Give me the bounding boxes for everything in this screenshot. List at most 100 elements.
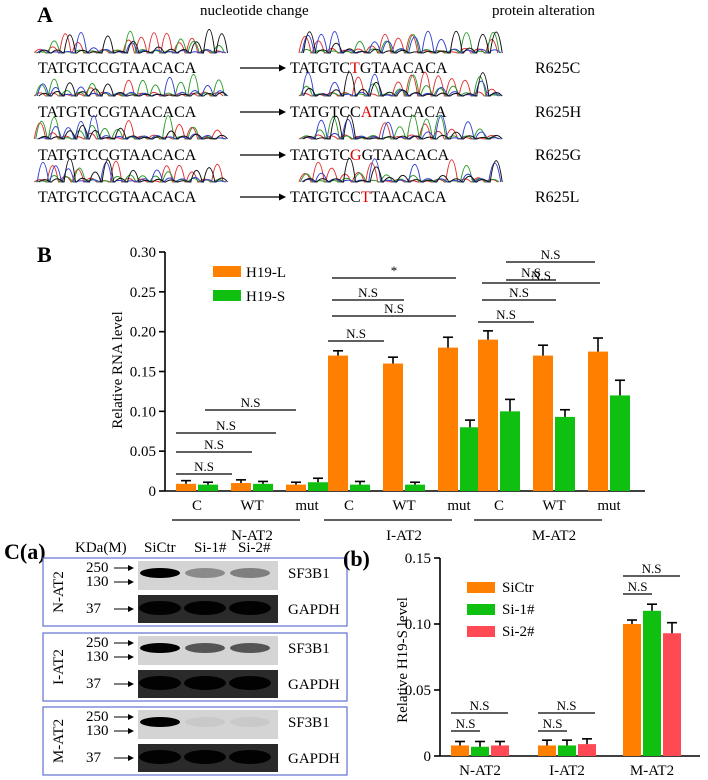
marker-arrowhead [128, 755, 134, 761]
sig-label: N.S [194, 459, 214, 474]
band [230, 568, 270, 578]
bar [460, 427, 480, 491]
blot-frame [42, 557, 348, 627]
band-label: SF3B1 [288, 641, 330, 657]
protein-change: R625C [535, 60, 580, 77]
bar [491, 745, 509, 756]
trace-line [33, 120, 224, 140]
blot-row-label: M-AT2 [51, 719, 67, 763]
y-axis-label: Relative H19-S level [395, 597, 411, 723]
y-tick-label: 0.15 [130, 365, 156, 381]
sig-label: N.S [521, 265, 541, 280]
protein-change: R625L [535, 189, 579, 206]
marker-label: 130 [86, 649, 109, 665]
x-category-labels: C WT mut C WT mut C WT mut [192, 498, 622, 514]
wt-sequence: TATGTCCGTAACACA [38, 104, 197, 121]
blot-frame [42, 706, 348, 776]
y-tick-label: 0.05 [405, 683, 431, 699]
wt-sequence: TATGTCCGTAACACA [38, 189, 197, 206]
band [140, 568, 180, 578]
marker-arrowhead [128, 579, 134, 585]
sig-label: N.S [384, 301, 404, 316]
marker-label: 250 [86, 560, 109, 576]
trace-line [301, 30, 502, 54]
marker-arrowhead [128, 654, 134, 660]
y-tick-label: 0.10 [130, 404, 156, 420]
wt-sequence: TATGTCCGTAACACA [38, 60, 197, 77]
chromatogram-mut [298, 71, 503, 97]
marker-arrowhead [128, 640, 134, 646]
chromatogram-mut [298, 30, 503, 54]
sig-label: N.S [531, 268, 551, 283]
arrow-icon [240, 193, 286, 201]
y-tick-label: 0.05 [130, 444, 156, 460]
x-category-label: mut [447, 498, 471, 514]
bar [405, 484, 425, 491]
band [184, 750, 226, 764]
panel-c-label: C(a) [4, 539, 46, 564]
sig-label: * [391, 263, 398, 278]
legend: SiCtr Si-1# Si-2# [467, 580, 535, 640]
sig-label: N.S [642, 561, 662, 576]
trace-line [36, 32, 227, 54]
arrow-icon [240, 151, 286, 159]
band [185, 568, 225, 578]
marker-arrowhead [128, 681, 134, 687]
sequence-row: TATGTCCGTAACACA TATGTCTGTAACACA R625C [33, 29, 580, 77]
x-group-label: I-AT2 [386, 528, 422, 544]
bar [538, 745, 556, 756]
panel-c-western-blot: C(a) KDa(M) SiCtr Si-1# Si-2# N-AT225013… [4, 539, 348, 776]
trace-line [38, 82, 228, 97]
x-category-label: mut [597, 498, 621, 514]
legend-label: Si-2# [502, 624, 535, 640]
mut-sequence: TATGTCTGTAACACA [290, 60, 448, 77]
sig-label: N.S [496, 307, 516, 322]
x-category-label: WT [542, 498, 565, 514]
chromatogram-mut [298, 114, 503, 140]
x-group-labels: N-AT2 I-AT2 M-AT2 [231, 528, 576, 544]
legend-label: SiCtr [502, 580, 534, 596]
sequence-row: TATGTCCGTAACACA TATGTCCATAACACA R625H [33, 71, 582, 121]
band [139, 750, 181, 764]
marker-label: 250 [86, 709, 109, 725]
legend-swatch [467, 582, 495, 593]
trace-line [300, 74, 500, 97]
y-tick-label: 0.30 [130, 245, 156, 261]
bar [198, 484, 218, 491]
bar [555, 416, 575, 491]
sig-label: N.S [541, 247, 561, 262]
y-tick-label: 0.15 [405, 551, 431, 567]
legend: H19-L H19-S [213, 265, 286, 305]
bar [663, 633, 681, 756]
trace-line [301, 72, 501, 97]
arrow-icon [240, 64, 286, 72]
marker-arrowhead [128, 606, 134, 612]
x-group-labels: N-AT2 I-AT2 M-AT2 [459, 763, 674, 779]
band [185, 717, 225, 727]
y-tick-label: 0.10 [405, 617, 431, 633]
y-axis-label: Relative RNA level [110, 311, 126, 428]
mut-sequence: TATGTCCTTAACACA [290, 189, 447, 206]
lane-header: Si-1# [194, 540, 227, 556]
band-label: SF3B1 [288, 566, 330, 582]
marker-arrowhead [128, 714, 134, 720]
bar [253, 483, 273, 491]
trace-line [38, 29, 228, 54]
trace-line [303, 158, 503, 183]
marker-label: 37 [86, 750, 102, 766]
band [184, 676, 226, 690]
band [184, 601, 226, 615]
band-label: GAPDH [288, 677, 340, 693]
x-group-label: M-AT2 [630, 763, 674, 779]
x-group-label: M-AT2 [532, 528, 576, 544]
chromatogram-wt [33, 158, 228, 183]
bars [176, 330, 630, 491]
legend-label: H19-L [246, 265, 286, 281]
chromatogram-mut [298, 158, 503, 183]
band [140, 717, 180, 727]
band [140, 643, 180, 653]
legend-label: Si-1# [502, 602, 535, 618]
x-category-label: WT [392, 498, 415, 514]
trace-line [303, 30, 503, 54]
